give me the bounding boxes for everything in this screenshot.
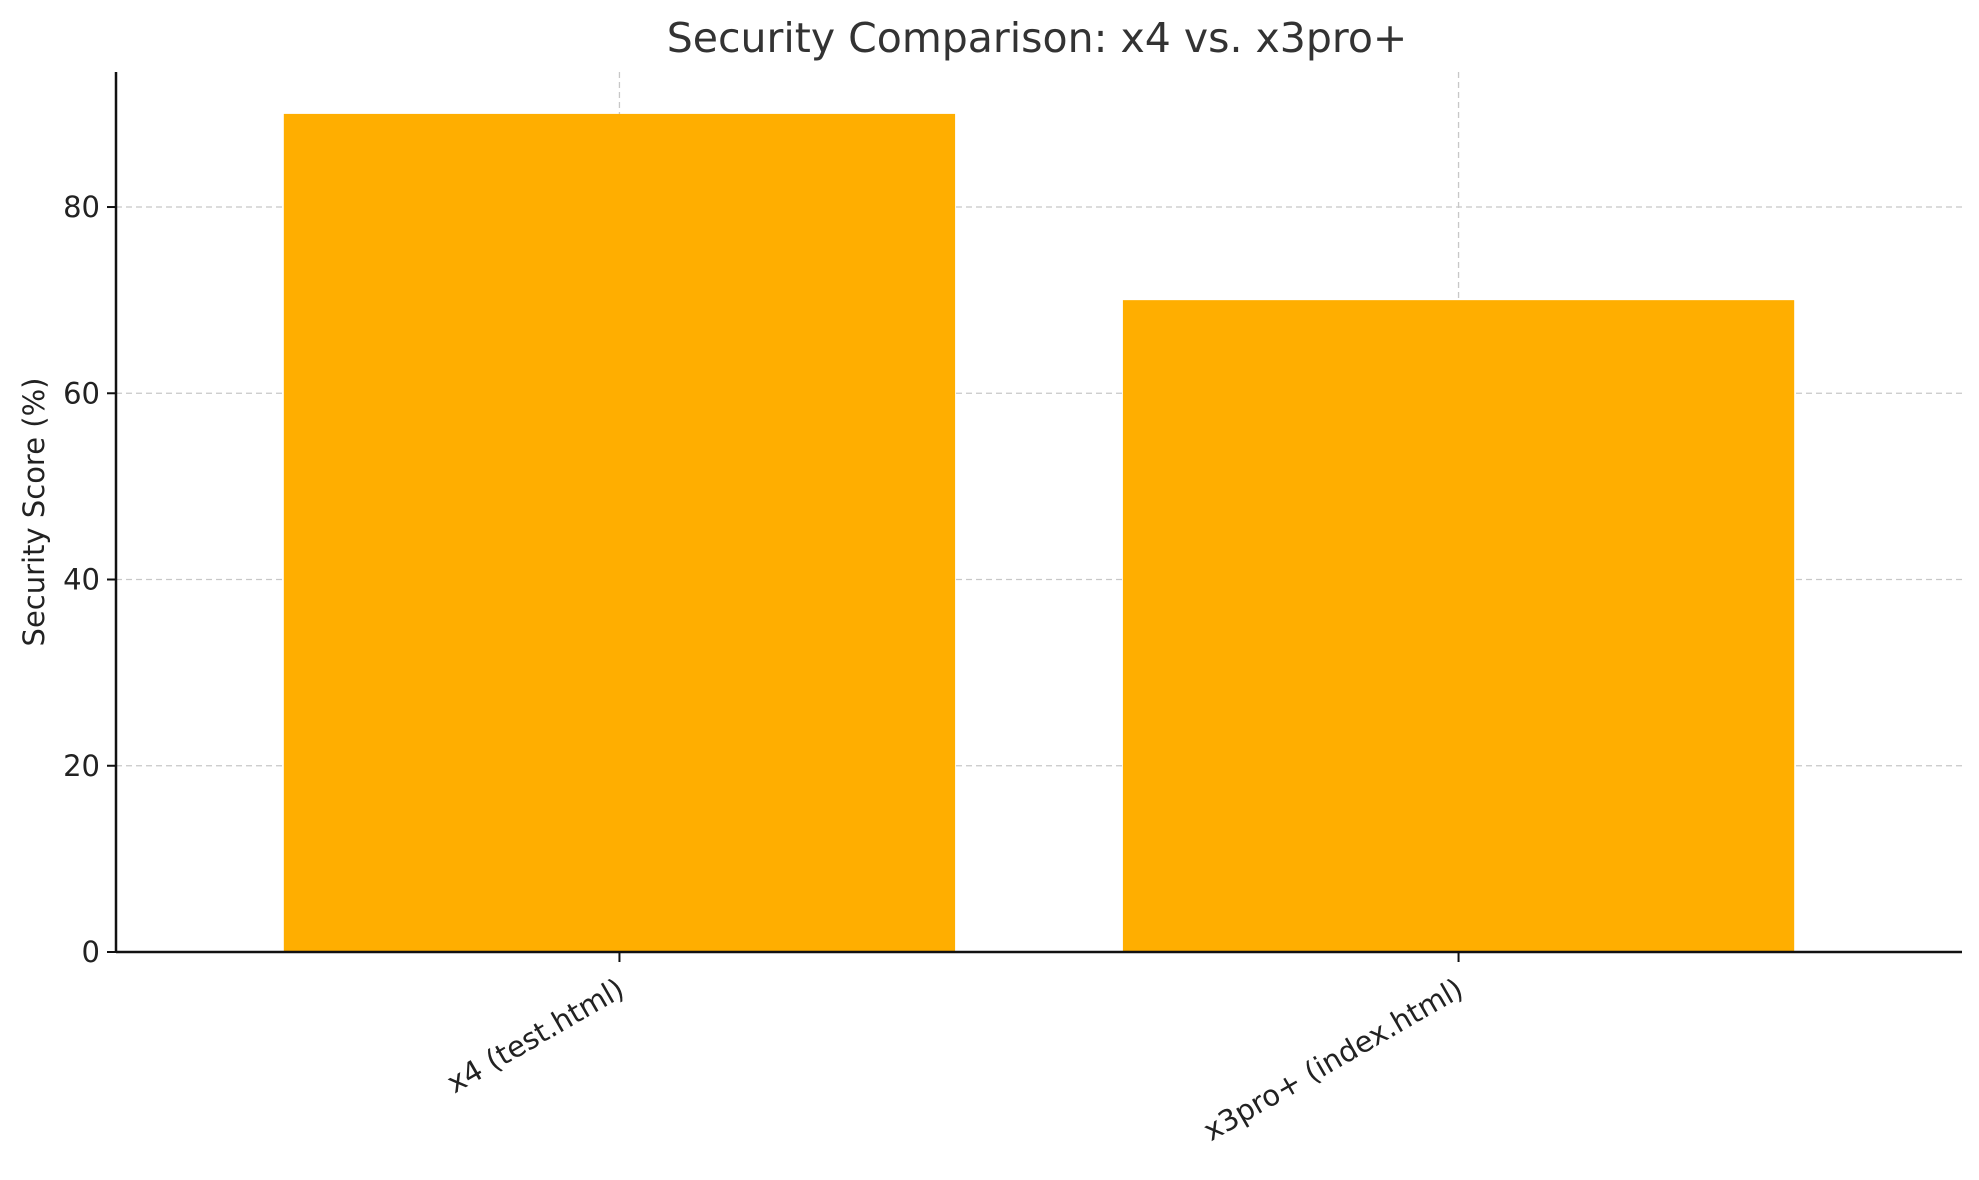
y-tick-label: 60 [63, 376, 100, 410]
chart-title: Security Comparison: x4 vs. x3pro+ [667, 14, 1408, 62]
y-tick-label: 80 [63, 190, 100, 224]
axis-layer [114, 72, 1962, 954]
y-tick-label: 0 [82, 935, 100, 969]
y-axis-label: Security Score (%) [17, 378, 51, 647]
y-tick-label: 20 [63, 749, 100, 783]
bar [1122, 300, 1795, 952]
bar-layer [283, 113, 1795, 952]
y-tick-label: 40 [63, 563, 100, 597]
bar [283, 113, 956, 952]
